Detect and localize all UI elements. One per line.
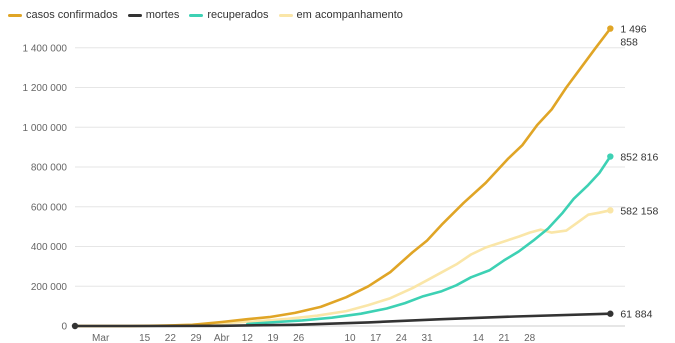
y-tick-label: 200 000 bbox=[31, 282, 68, 293]
legend-label: mortes bbox=[145, 9, 180, 21]
series-endpoint-3 bbox=[607, 207, 614, 214]
y-tick-label: 800 000 bbox=[31, 163, 68, 174]
series-end-label-0-line2: 858 bbox=[620, 37, 638, 49]
x-tick-label: 28 bbox=[524, 333, 536, 343]
x-tick-label: 17 bbox=[370, 333, 382, 343]
series-endpoint-1 bbox=[607, 310, 614, 317]
y-tick-label: 1 200 000 bbox=[23, 83, 68, 94]
y-tick-label: 1 400 000 bbox=[23, 43, 68, 54]
series-line-0 bbox=[73, 27, 612, 328]
series-end-label-2: 852 816 bbox=[620, 152, 658, 164]
legend-swatch bbox=[189, 13, 204, 17]
series-endpoint-2 bbox=[607, 153, 614, 160]
y-tick-label: 600 000 bbox=[31, 202, 68, 213]
x-tick-label: 22 bbox=[165, 333, 177, 343]
x-tick-label: Mar bbox=[92, 333, 110, 343]
y-tick-label: 1 000 000 bbox=[23, 123, 68, 134]
legend-label: em acompanhamento bbox=[296, 9, 403, 21]
y-tick-label: 0 bbox=[61, 322, 67, 333]
legend-label: recuperados bbox=[207, 9, 269, 21]
legend-item-1: mortes bbox=[127, 9, 180, 21]
legend-swatch bbox=[278, 13, 293, 17]
x-tick-label: 19 bbox=[267, 333, 279, 343]
series-end-label-3: 582 158 bbox=[620, 205, 658, 217]
legend-swatch bbox=[8, 13, 22, 17]
x-tick-label: 21 bbox=[498, 333, 510, 343]
legend-item-2: recuperados bbox=[189, 9, 269, 21]
series-endpoint-0 bbox=[607, 25, 614, 32]
x-tick-label: 26 bbox=[293, 333, 305, 343]
series-line-2 bbox=[246, 155, 612, 326]
series-end-label-0: 1 496 bbox=[620, 24, 646, 36]
y-tick-label: 400 000 bbox=[31, 242, 68, 253]
x-tick-label: 14 bbox=[473, 333, 485, 343]
x-tick-label: 12 bbox=[242, 333, 254, 343]
x-tick-label: 15 bbox=[139, 333, 151, 343]
legend-item-0: casos confirmados bbox=[8, 9, 118, 21]
x-tick-label: 10 bbox=[344, 333, 356, 343]
series-line-1 bbox=[73, 312, 612, 328]
x-tick-label: 31 bbox=[421, 333, 433, 343]
legend-swatch bbox=[127, 13, 142, 17]
legend-item-3: em acompanhamento bbox=[278, 9, 403, 21]
x-tick-label: Abr bbox=[214, 333, 230, 343]
origin-point bbox=[71, 322, 79, 330]
x-tick-label: 29 bbox=[190, 333, 202, 343]
series-end-label-1: 61 884 bbox=[620, 309, 652, 321]
series-line-3 bbox=[73, 209, 612, 328]
chart-legend: casos confirmados mortes recuperados em aco… bbox=[8, 6, 413, 24]
x-tick-label: 24 bbox=[396, 333, 408, 343]
legend-label: casos confirmados bbox=[26, 9, 118, 21]
